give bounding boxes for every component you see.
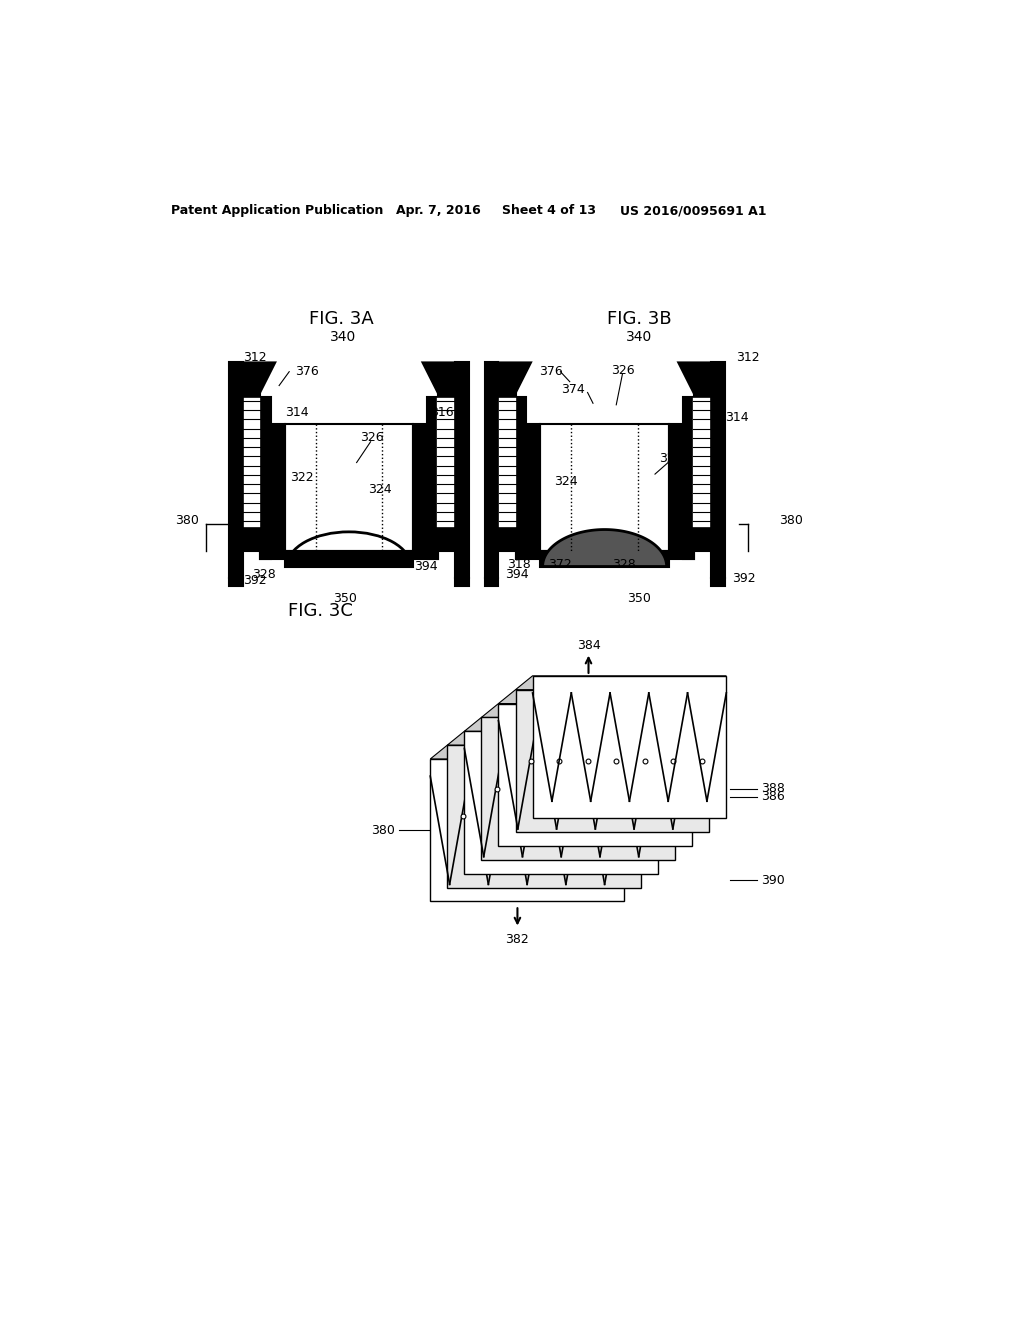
Text: 374: 374: [561, 383, 586, 396]
Text: 376: 376: [539, 366, 563, 379]
Text: 380: 380: [175, 513, 200, 527]
Text: 312: 312: [736, 351, 760, 363]
Polygon shape: [464, 731, 658, 874]
Polygon shape: [423, 363, 455, 393]
Text: 340: 340: [331, 330, 356, 345]
Polygon shape: [228, 578, 243, 586]
Text: 326: 326: [360, 432, 384, 445]
Polygon shape: [438, 363, 469, 578]
Text: 324: 324: [554, 475, 578, 488]
Polygon shape: [260, 552, 438, 566]
Text: 390: 390: [761, 874, 785, 887]
Text: 314: 314: [285, 407, 309, 418]
Text: FIG. 3C: FIG. 3C: [288, 602, 352, 620]
Text: 350: 350: [628, 593, 651, 606]
Bar: [436, 397, 455, 528]
Polygon shape: [515, 689, 710, 832]
Text: 328: 328: [612, 558, 636, 572]
Text: 322: 322: [291, 471, 314, 484]
Text: US 2016/0095691 A1: US 2016/0095691 A1: [621, 205, 767, 218]
Polygon shape: [447, 744, 641, 887]
Text: 324: 324: [368, 483, 392, 496]
Polygon shape: [541, 529, 669, 566]
Text: 350: 350: [333, 593, 357, 606]
Text: 380: 380: [372, 824, 395, 837]
Polygon shape: [243, 363, 275, 393]
Polygon shape: [447, 731, 658, 744]
Polygon shape: [515, 397, 541, 558]
Text: 328: 328: [252, 568, 275, 581]
Text: 382: 382: [506, 933, 529, 946]
Text: 394: 394: [415, 560, 438, 573]
Text: 340: 340: [627, 330, 652, 345]
Bar: [243, 397, 261, 528]
Polygon shape: [515, 676, 726, 689]
Polygon shape: [464, 718, 675, 731]
Polygon shape: [499, 363, 531, 393]
Text: 318: 318: [508, 558, 531, 572]
Text: Sheet 4 of 13: Sheet 4 of 13: [502, 205, 596, 218]
Polygon shape: [678, 363, 711, 393]
Polygon shape: [414, 397, 438, 558]
Text: 386: 386: [761, 791, 785, 804]
Text: 314: 314: [725, 411, 749, 424]
Polygon shape: [711, 578, 725, 586]
Bar: [285, 424, 414, 552]
Polygon shape: [228, 363, 260, 578]
Text: Apr. 7, 2016: Apr. 7, 2016: [395, 205, 480, 218]
Polygon shape: [455, 578, 469, 586]
Bar: [541, 424, 669, 552]
Text: 316: 316: [430, 407, 454, 418]
Text: 388: 388: [761, 783, 785, 795]
Text: FIG. 3B: FIG. 3B: [607, 310, 672, 327]
Text: 326: 326: [610, 363, 634, 376]
Text: 392: 392: [732, 572, 756, 585]
Polygon shape: [499, 704, 692, 846]
Polygon shape: [481, 718, 675, 859]
Polygon shape: [532, 676, 726, 818]
Polygon shape: [430, 744, 641, 759]
Text: FIG. 3A: FIG. 3A: [309, 310, 374, 327]
Text: 312: 312: [243, 351, 266, 363]
Polygon shape: [669, 397, 693, 558]
Polygon shape: [484, 363, 515, 578]
Polygon shape: [260, 397, 285, 558]
Bar: [499, 397, 517, 528]
Polygon shape: [484, 578, 499, 586]
Text: 380: 380: [779, 513, 803, 527]
Text: 394: 394: [506, 568, 529, 581]
Polygon shape: [430, 759, 624, 902]
Bar: [692, 397, 711, 528]
Polygon shape: [693, 363, 725, 578]
Text: Patent Application Publication: Patent Application Publication: [171, 205, 384, 218]
Polygon shape: [481, 704, 692, 718]
Text: 392: 392: [243, 574, 266, 587]
Polygon shape: [515, 552, 693, 566]
Text: 322: 322: [658, 453, 682, 465]
Polygon shape: [499, 689, 710, 704]
Text: 372: 372: [548, 558, 571, 572]
Text: 384: 384: [577, 639, 600, 652]
Text: 376: 376: [295, 366, 318, 379]
